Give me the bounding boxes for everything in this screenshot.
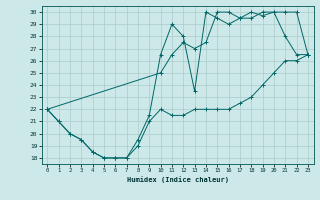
X-axis label: Humidex (Indice chaleur): Humidex (Indice chaleur) <box>127 176 228 183</box>
